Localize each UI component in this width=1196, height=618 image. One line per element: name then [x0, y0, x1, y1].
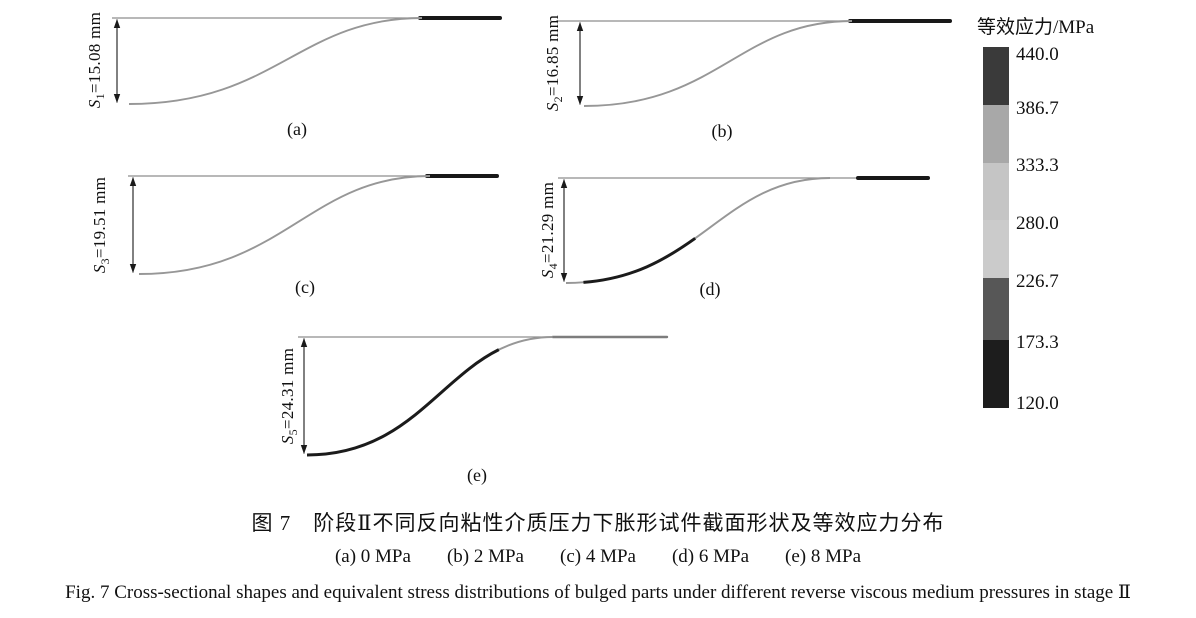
- panel-d: [558, 176, 930, 285]
- legend-band: [983, 47, 1009, 105]
- arrowhead-up-icon: [560, 179, 568, 188]
- arrowhead-down-icon: [129, 264, 137, 273]
- panel-letter-e: (e): [467, 465, 487, 485]
- arrowhead-down-icon: [576, 96, 584, 105]
- panel-d-profile-curve: [565, 177, 831, 284]
- arrowhead-down-icon: [560, 273, 568, 282]
- legend-band: [983, 163, 1009, 220]
- panel-letter-d: (d): [699, 279, 721, 299]
- panel-letter-b: (b): [711, 121, 733, 141]
- depth-subscript: 1: [93, 93, 107, 100]
- arrowhead-up-icon: [576, 22, 584, 31]
- legend-tick-label: 333.3: [1016, 155, 1059, 176]
- depth-subscript: 2: [551, 96, 565, 103]
- legend-title: 等效应力/MPa: [977, 17, 1095, 38]
- depth-value: =16.85 mm: [543, 14, 562, 97]
- depth-label-b: S2=16.85 mm: [543, 0, 565, 131]
- arrowhead-down-icon: [300, 445, 308, 454]
- depth-symbol: S: [543, 102, 562, 112]
- legend-tick-label: 280.0: [1016, 213, 1059, 234]
- pressure-item: (e) 8 MPa: [785, 546, 862, 567]
- pressure-item: (d) 6 MPa: [671, 546, 750, 567]
- legend-band: [983, 220, 1009, 278]
- arrowhead-up-icon: [129, 177, 137, 186]
- legend-tick-label: 120.0: [1016, 393, 1059, 414]
- legend-band: [983, 105, 1009, 163]
- depth-label-a: S1=15.08 mm: [85, 0, 107, 128]
- legend-tick-label: 440.0: [1016, 44, 1059, 65]
- caption-chinese: 图 7 阶段Ⅱ不同反向粘性介质压力下胀形试件截面形状及等效应力分布: [251, 511, 945, 535]
- arrowhead-up-icon: [113, 19, 121, 28]
- panel-b-profile-curve: [583, 20, 853, 107]
- depth-label-d: S4=21.29 mm: [538, 162, 560, 298]
- legend-tick-label: 226.7: [1016, 271, 1059, 292]
- depth-subscript: 3: [98, 258, 112, 265]
- legend-band: [983, 340, 1009, 408]
- panel-e-profile-curve: [306, 336, 554, 456]
- panel-letter-a: (a): [287, 119, 307, 139]
- panel-e-profile-curve-black: [306, 335, 554, 457]
- pressure-item: (a) 0 MPa: [334, 546, 411, 567]
- panel-d-profile-curve-black: [565, 176, 831, 285]
- panel-letter-c: (c): [295, 277, 315, 297]
- legend-tick-label: 386.7: [1016, 98, 1059, 119]
- panel-e: [298, 335, 669, 457]
- panel-c-profile-curve: [138, 175, 431, 275]
- depth-symbol: S: [85, 99, 104, 109]
- depth-symbol: S: [538, 269, 557, 279]
- legend-band: [983, 278, 1009, 340]
- arrowhead-up-icon: [300, 338, 308, 347]
- panel-a-profile-curve: [128, 17, 423, 105]
- caption-pressures-row: (a) 0 MPa (b) 2 MPa (c) 4 MPa (d) 6 MPa …: [0, 546, 1196, 568]
- arrowhead-down-icon: [113, 94, 121, 103]
- panel-b: [556, 19, 952, 107]
- depth-value: =21.29 mm: [538, 181, 557, 264]
- pressure-item: (c) 4 MPa: [560, 546, 636, 567]
- depth-symbol: S: [90, 264, 109, 274]
- depth-symbol: S: [278, 435, 297, 445]
- depth-subscript: 5: [286, 429, 300, 436]
- depth-label-c: S3=19.51 mm: [90, 157, 112, 293]
- panel-a: [112, 16, 502, 105]
- depth-value: =15.08 mm: [85, 11, 104, 94]
- depth-value: =24.31 mm: [278, 347, 297, 430]
- legend-tick-label: 173.3: [1016, 332, 1059, 353]
- pressure-item: (b) 2 MPa: [446, 546, 524, 567]
- depth-value: =19.51 mm: [90, 176, 109, 259]
- legend-colorbar: [983, 47, 1009, 408]
- panel-c: [128, 174, 499, 275]
- depth-label-e: S5=24.31 mm: [278, 328, 300, 464]
- depth-subscript: 4: [546, 263, 560, 270]
- caption-english: Fig. 7 Cross-sectional shapes and equiva…: [65, 582, 1131, 603]
